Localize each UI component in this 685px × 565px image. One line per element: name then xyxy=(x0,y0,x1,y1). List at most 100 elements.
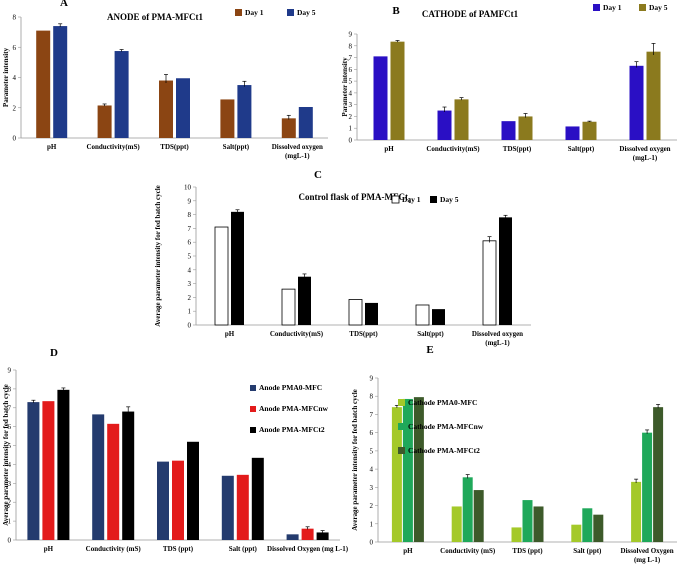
y-tick-label: 7 xyxy=(8,404,12,412)
bar-e-s2-c2 xyxy=(533,506,544,542)
y-tick-label: 9 xyxy=(8,367,12,375)
chart-title: ANODE of PMA-MFCt1 xyxy=(107,12,203,22)
legend-swatch xyxy=(391,195,400,204)
bar-d-s2-c4 xyxy=(316,532,329,540)
bar-e-s0-c3 xyxy=(571,524,582,542)
legend-entry: Day 1 xyxy=(402,195,421,204)
y-tick-label: 5 xyxy=(188,253,192,261)
chart-panel-b: B CATHODE of PAMFCt1 0 1 2 3 4 5 6 7 8 9 Parameter i… xyxy=(341,3,677,162)
bar-d-s2-c1 xyxy=(122,411,135,540)
x-tick-label: Conductivity(mS) xyxy=(270,330,324,338)
bar-e-s1-c3 xyxy=(582,508,593,542)
legend-swatch xyxy=(250,406,256,412)
legend-entry: Cathode PMA-MFCnw xyxy=(408,422,484,431)
bar-b-s0-c4 xyxy=(629,65,644,140)
y-tick-label: 1 xyxy=(349,125,353,133)
y-tick-label: 4 xyxy=(8,461,12,469)
y-tick-label: 6 xyxy=(188,239,192,247)
x-tick-label: TDS(ppt) xyxy=(160,143,189,151)
bar-d-s2-c2 xyxy=(187,441,199,540)
legend-swatch xyxy=(235,9,242,16)
legend-entry: Day 5 xyxy=(440,195,459,204)
bar-a-s0-c2 xyxy=(159,80,173,138)
chart-panel-c: C Control flask of PMA-MFCt1 0 1 2 3 4 5 6 7 8 9 10 A… xyxy=(154,169,531,347)
bar-d-s0-c3 xyxy=(221,475,234,540)
bar-c-s0-c3 xyxy=(415,304,430,326)
bar-b-s0-c1 xyxy=(437,110,452,140)
panel-label: B xyxy=(392,5,400,17)
y-axis-label: Average parameter intensity for fed batc… xyxy=(154,185,162,327)
y-tick-label: 8 xyxy=(8,385,12,393)
y-tick-label: 3 xyxy=(370,484,374,492)
y-tick-label: 5 xyxy=(370,447,374,455)
y-tick-label: 6 xyxy=(370,429,374,437)
bar-d-s0-c4 xyxy=(286,534,299,540)
y-tick-label: 6 xyxy=(349,66,353,74)
x-tick-label: Dissolved oxygen (mgL-1) xyxy=(472,330,523,347)
x-tick-label: Dissolved Oxygen (mg L-1) xyxy=(267,545,349,553)
bar-b-s0-c2 xyxy=(501,121,516,140)
bar-a-s1-c3 xyxy=(237,85,252,138)
bar-c-s1-c2 xyxy=(365,302,378,325)
bar-c-s0-c0 xyxy=(214,226,229,326)
y-tick-label: 2 xyxy=(349,113,353,121)
panel-label: C xyxy=(314,169,322,181)
x-tick-label: TDS(ppt) xyxy=(503,145,532,153)
panel-label: A xyxy=(60,0,68,9)
x-tick-label: TDS (ppt) xyxy=(163,545,194,553)
bar-d-s1-c1 xyxy=(107,423,120,540)
y-tick-label: 4 xyxy=(349,89,353,97)
x-tick-label: Salt(ppt) xyxy=(568,145,595,153)
bar-b-s1-c2 xyxy=(518,116,533,140)
bar-a-s1-c1 xyxy=(114,51,129,138)
bar-e-s2-c3 xyxy=(593,514,604,542)
y-tick-label: 3 xyxy=(8,480,12,488)
title-subscript: 1 xyxy=(408,197,412,205)
x-tick-label: Dissolved Oxygen (mg L-1) xyxy=(621,547,674,564)
x-tick-label: pH xyxy=(47,143,57,151)
legend-entry: Day 5 xyxy=(649,3,668,12)
y-tick-label: 5 xyxy=(349,78,353,86)
bar-a-s0-c1 xyxy=(97,105,112,138)
x-tick-label: Salt (ppt) xyxy=(229,545,258,553)
y-tick-label: 6 xyxy=(13,44,17,52)
y-tick-label: 0 xyxy=(370,539,374,547)
y-tick-label: 8 xyxy=(370,393,374,401)
legend-entry: Day 1 xyxy=(603,3,622,12)
x-tick-label: pH xyxy=(384,145,394,153)
bar-d-s2-c0 xyxy=(57,389,70,540)
bar-d-s0-c0 xyxy=(27,402,40,540)
bar-d-s1-c0 xyxy=(42,401,55,540)
chart-panel-d: D 0 1 2 3 4 5 6 7 8 9 Average parameter intensity f… xyxy=(2,347,349,553)
bar-e-s2-c0 xyxy=(413,397,424,542)
y-axis-label: Parameter intensity xyxy=(341,57,349,117)
y-tick-label: 0 xyxy=(13,135,17,143)
legend-swatch xyxy=(250,385,256,391)
y-tick-label: 10 xyxy=(184,184,192,192)
bar-d-s1-c2 xyxy=(172,460,184,540)
y-tick-label: 0 xyxy=(188,322,192,330)
legend-entry: Anode PMA-MFCnw xyxy=(259,404,329,413)
x-tick-label: Salt(ppt) xyxy=(417,330,444,338)
y-tick-label: 8 xyxy=(349,42,353,50)
y-tick-label: 1 xyxy=(8,518,12,526)
y-tick-label: 4 xyxy=(370,466,374,474)
legend-swatch xyxy=(639,4,646,11)
x-tick-label: Conductivity (mS) xyxy=(440,547,496,555)
legend-entry: Cathode PMA-MFCt2 xyxy=(408,446,480,455)
bar-c-s1-c1 xyxy=(298,276,311,325)
y-axis-label: Parameter intensity xyxy=(2,47,10,107)
y-tick-label: 0 xyxy=(349,137,353,145)
bar-e-s0-c1 xyxy=(451,506,462,542)
bar-e-s1-c2 xyxy=(522,500,533,542)
y-tick-label: 9 xyxy=(370,375,374,383)
bar-d-s1-c4 xyxy=(301,528,314,540)
bar-a-s1-c0 xyxy=(53,26,68,139)
bar-a-s0-c4 xyxy=(281,118,296,138)
x-tick-label: TDS (ppt) xyxy=(512,547,543,555)
y-tick-label: 2 xyxy=(370,502,374,510)
bar-a-s0-c3 xyxy=(220,99,235,138)
bar-d-s0-c2 xyxy=(157,461,169,540)
bar-b-s1-c0 xyxy=(390,41,405,140)
bar-a-s1-c4 xyxy=(298,106,313,138)
